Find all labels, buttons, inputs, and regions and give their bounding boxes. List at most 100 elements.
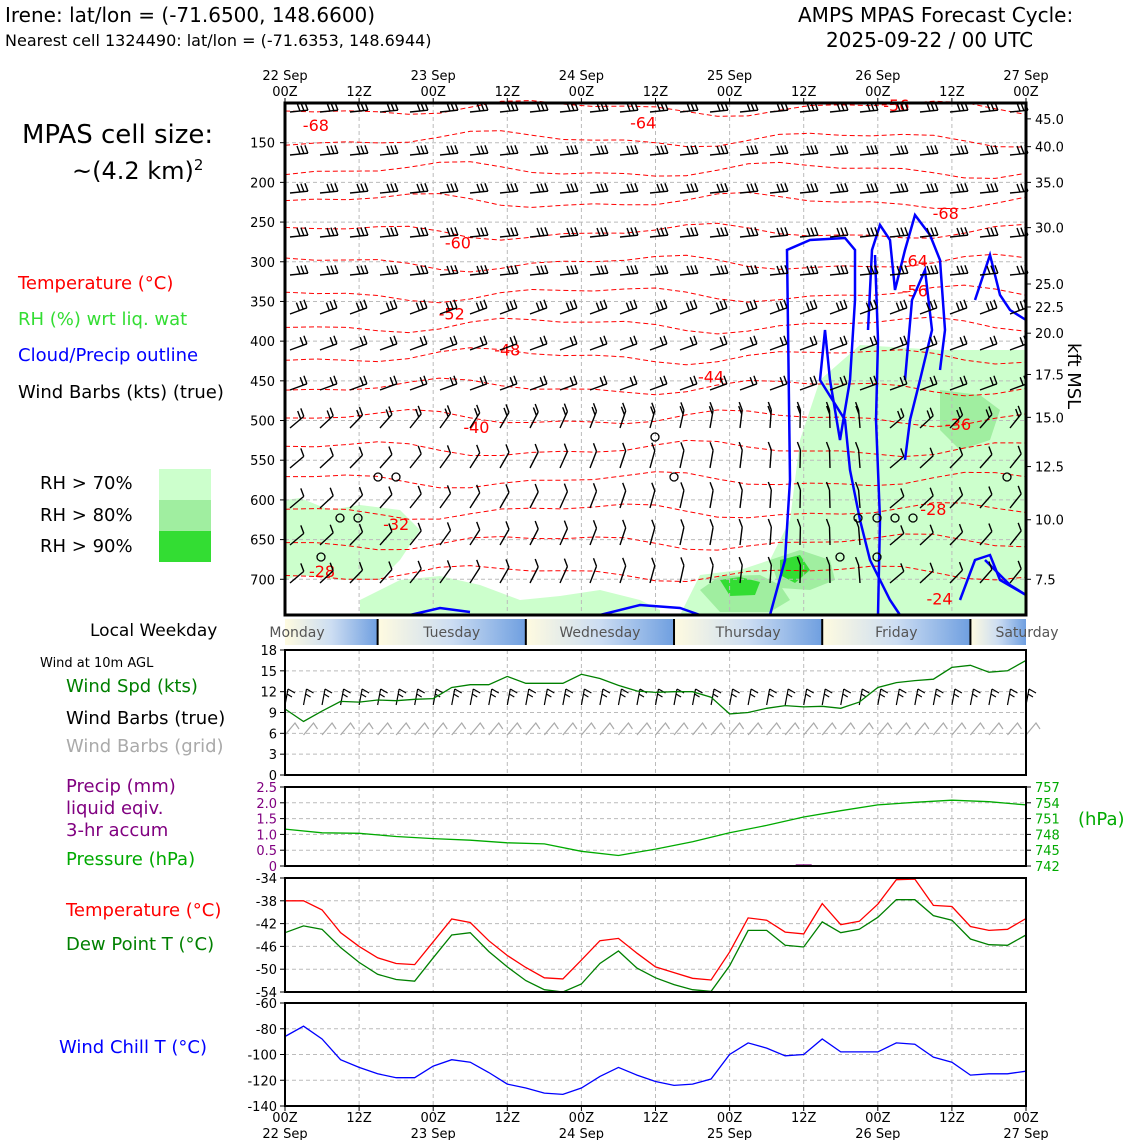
wind-barb-201 bbox=[319, 407, 334, 429]
wind-barbs-grid-label: Wind Barbs (grid) bbox=[66, 736, 224, 757]
wind-barb-95 bbox=[889, 226, 909, 238]
wind10-barb-10 bbox=[469, 688, 481, 706]
bottom-tick-date-8: 26 Sep bbox=[855, 1127, 900, 1140]
wind-barb-75 bbox=[289, 226, 309, 238]
pressure-tick-label-1: 745 bbox=[1035, 844, 1060, 859]
wind-barb-212 bbox=[649, 402, 656, 429]
wind-barb-309 bbox=[559, 558, 569, 584]
pressure-label: Pressure (hPa) bbox=[66, 849, 196, 870]
wind10-grid-barb-36 bbox=[951, 721, 967, 736]
wind-barb-178 bbox=[379, 375, 398, 391]
p2-tick-label-2: 1.0 bbox=[256, 828, 277, 843]
weekday-label-0: Monday bbox=[269, 625, 324, 641]
wind-barb-83 bbox=[529, 226, 549, 238]
wind-barb-253 bbox=[379, 486, 393, 509]
top-tick-hour-2: 00Z bbox=[420, 85, 446, 100]
wind10-grid-barb-38 bbox=[988, 721, 1004, 736]
wind-barb-322 bbox=[949, 561, 964, 584]
bottom-tick-hour-1: 12Z bbox=[346, 1111, 372, 1126]
wind-barb-166 bbox=[769, 335, 788, 351]
wind-barb-260 bbox=[589, 482, 598, 509]
ptick-label-550: 550 bbox=[250, 454, 275, 469]
wind-barb-299 bbox=[1009, 522, 1022, 546]
kft-tick-label-10: 10.0 bbox=[1035, 514, 1064, 529]
cell-size-text: ~(4.2 km) bbox=[72, 157, 194, 185]
legend-rh: RH (%) wrt liq. wat bbox=[18, 309, 188, 330]
wind-barb-158 bbox=[529, 335, 548, 351]
wind-barb-76 bbox=[319, 226, 339, 238]
calm-circle-6 bbox=[669, 472, 679, 482]
wind-barb-150 bbox=[289, 335, 308, 351]
wind-barb-208 bbox=[529, 403, 539, 429]
wind-barb-46 bbox=[919, 144, 939, 156]
wind-barb-209 bbox=[559, 403, 569, 429]
kft-tick-label-11: 7.5 bbox=[1035, 573, 1056, 588]
top-tick-hour-1: 12Z bbox=[346, 85, 372, 100]
wind-barb-310 bbox=[589, 557, 598, 584]
wind10-barb-7 bbox=[414, 688, 425, 706]
temp-contour-label-1: -64 bbox=[630, 113, 656, 132]
kft-tick-label-1: 40.0 bbox=[1035, 141, 1064, 156]
wind-barb-198 bbox=[979, 375, 998, 391]
wind10-barb-40 bbox=[1025, 688, 1037, 706]
temp-contour-1 bbox=[284, 130, 1027, 148]
wind-barb-269 bbox=[854, 481, 861, 509]
wind-barb-110 bbox=[589, 264, 609, 276]
wind-barb-232 bbox=[499, 444, 510, 469]
wind10-grid-barb-15 bbox=[562, 721, 578, 736]
wind-barb-280 bbox=[439, 522, 452, 546]
wind-barb-211 bbox=[619, 402, 627, 429]
bottom-tick-date-10: 27 Sep bbox=[1003, 1127, 1048, 1140]
wind-barb-96 bbox=[919, 226, 939, 238]
wind-barb-191 bbox=[769, 375, 788, 391]
rh90-label: RH > 90% bbox=[40, 536, 133, 557]
wind10-barb-23 bbox=[710, 688, 722, 706]
wind10-barb-29 bbox=[821, 688, 833, 706]
wind-barb-261 bbox=[619, 482, 627, 509]
wind10-grid-barb-10 bbox=[469, 721, 485, 736]
wind-barb-227 bbox=[349, 446, 364, 469]
top-tick-date-6: 25 Sep bbox=[707, 69, 752, 84]
pressure-line bbox=[284, 799, 1027, 857]
wind-barb-72 bbox=[949, 182, 969, 194]
wind-barb-296 bbox=[919, 524, 934, 546]
wind-barb-33 bbox=[529, 144, 549, 156]
wind-barb-284 bbox=[559, 520, 569, 546]
wind-barb-308 bbox=[529, 558, 539, 584]
wind-barb-317 bbox=[796, 556, 802, 584]
wind-barb-205 bbox=[439, 405, 452, 429]
wind-barb-142 bbox=[799, 299, 818, 315]
wind-barb-297 bbox=[949, 523, 964, 546]
wind-barb-2 bbox=[349, 101, 369, 113]
wind-barb-7 bbox=[499, 101, 519, 113]
wind-barb-91 bbox=[769, 226, 789, 238]
wind-barb-172 bbox=[949, 335, 968, 351]
wind-barb-79 bbox=[409, 226, 429, 238]
wind10-barb-33 bbox=[895, 688, 907, 706]
wind10-grid-barb-18 bbox=[617, 721, 633, 736]
wind10-grid-barb-25 bbox=[747, 721, 763, 736]
wind-barb-258 bbox=[529, 483, 539, 509]
wind-barb-184 bbox=[559, 375, 578, 391]
p4-tick-label-1: -120 bbox=[247, 1074, 277, 1089]
p4-tick-label-3: -80 bbox=[256, 1023, 277, 1038]
top-tick-hour-9: 12Z bbox=[939, 85, 965, 100]
wind-barb-187 bbox=[649, 375, 668, 391]
wind-barb-224 bbox=[1009, 405, 1022, 429]
wind-barb-265 bbox=[738, 481, 743, 509]
wind-barb-103 bbox=[379, 264, 399, 276]
wind-barb-39 bbox=[709, 144, 729, 156]
wind-barb-206 bbox=[469, 404, 481, 429]
p1-tick-label-1: 3 bbox=[269, 748, 277, 763]
wind-barb-234 bbox=[559, 443, 569, 469]
precip-label-3: 3-hr accum bbox=[66, 820, 169, 841]
temp-contour-14 bbox=[285, 533, 1027, 551]
cloud-outline-7 bbox=[599, 603, 701, 617]
top-tick-hour-5: 12Z bbox=[643, 85, 669, 100]
wind-barb-13 bbox=[679, 101, 699, 113]
rh-region-1 bbox=[285, 498, 420, 580]
wind-barb-62 bbox=[649, 182, 669, 194]
top-tick-date-2: 23 Sep bbox=[411, 69, 456, 84]
wind10-grid-barb-16 bbox=[580, 721, 596, 736]
wind-barb-28 bbox=[379, 144, 399, 156]
